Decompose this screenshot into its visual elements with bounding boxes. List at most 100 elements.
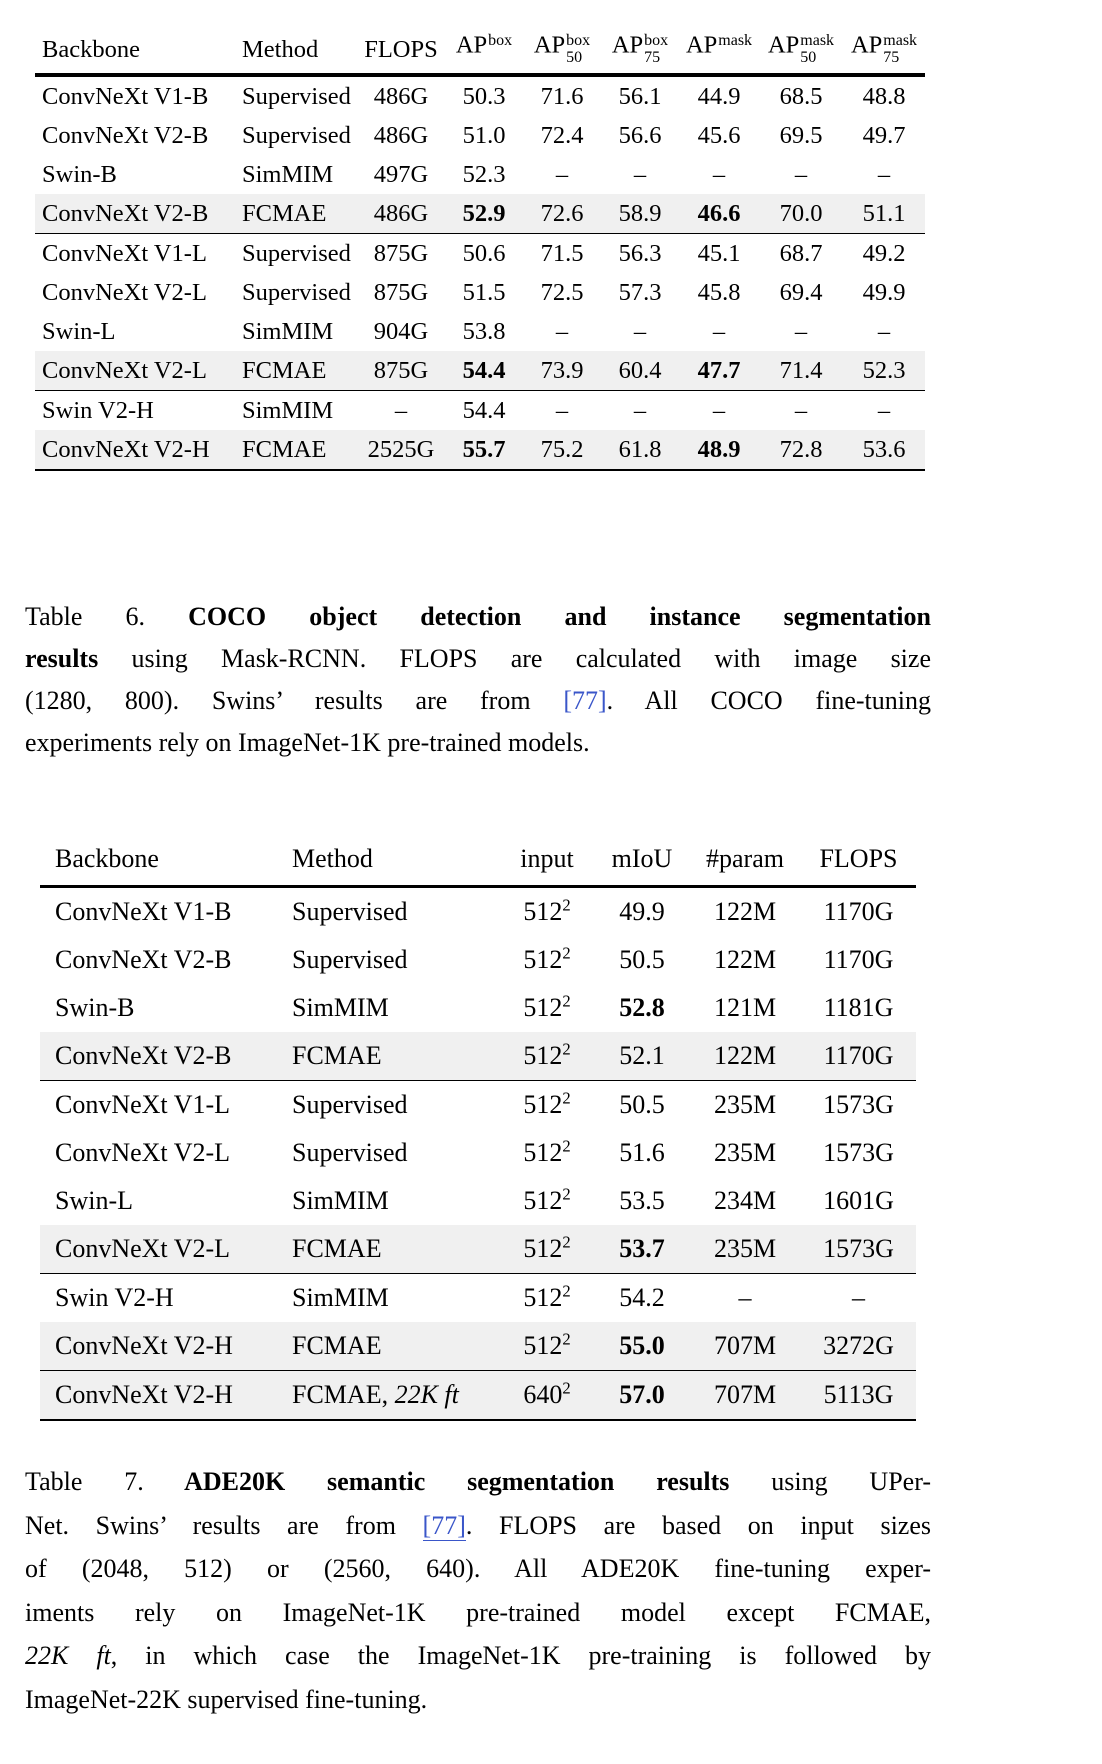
table-cell: ConvNeXt V2-H xyxy=(35,430,235,471)
table-cell: 875G xyxy=(357,351,445,391)
caption-text: (1280, 800). Swins’ results are from xyxy=(25,686,564,715)
caption-line: iments rely on ImageNet-1K pre-trained m… xyxy=(25,1591,931,1635)
table-cell: FCMAE xyxy=(277,1032,499,1081)
table-row: ConvNeXt V2-B FCMAE 5122 52.1 122M 1170G xyxy=(40,1032,916,1081)
table-cell: 45.8 xyxy=(697,278,741,306)
table-cell: 121M xyxy=(713,993,777,1022)
table-cell: SimMIM xyxy=(292,993,389,1022)
table-cell: – xyxy=(633,160,647,188)
caption-text: . FLOPS are based on input sizes xyxy=(465,1510,931,1540)
table-cell: 50.5 xyxy=(619,945,665,974)
table-cell: 2525G xyxy=(357,430,445,471)
ade20k-results-table-wrap: Backbone Method input mIoU #param FLOPS ConvNe… xyxy=(40,820,916,1421)
table-cell: Supervised xyxy=(292,1090,408,1119)
table-cell: 5122 xyxy=(499,1177,595,1225)
table-cell: ConvNeXt V2-B xyxy=(42,121,209,149)
table-row: ConvNeXt V1-L Supervised 5122 50.5 235M 1573G xyxy=(40,1081,916,1130)
table-cell: 47.7 xyxy=(679,351,759,391)
cell-text: AP xyxy=(533,31,566,59)
table-cell: 70.0 xyxy=(759,194,843,234)
table-cell: 1170G xyxy=(823,897,894,926)
cell-text: 512 xyxy=(523,1234,563,1263)
table-cell: 51.0 xyxy=(462,121,506,149)
caption-text: using Mask-RCNN. FLOPS are calculated wi… xyxy=(98,644,931,673)
cell-text: FCMAE, xyxy=(292,1380,395,1409)
caption-line: ImageNet-22K supervised fine-tuning. xyxy=(25,1678,931,1722)
table-cell: ConvNeXt V1-L xyxy=(42,239,207,267)
table-row: ConvNeXt V2-L Supervised 875G 51.5 72.5 57.3 4… xyxy=(35,273,925,312)
table-row: ConvNeXt V2-L Supervised 5122 51.6 235M 1573G xyxy=(40,1129,916,1177)
column-header: Method xyxy=(277,820,499,888)
table-cell: 1573G xyxy=(823,1090,894,1119)
sup-sub-stack: box 50 xyxy=(566,32,591,66)
table-cell: – xyxy=(555,317,569,345)
table-cell: 5122 xyxy=(499,984,595,1032)
cell-text: 640 xyxy=(523,1380,563,1409)
table-cell: 52.9 xyxy=(445,194,523,234)
table-cell: – xyxy=(555,160,569,188)
citation-link-77[interactable]: [77] xyxy=(422,1510,466,1541)
table-cell: 44.9 xyxy=(697,82,741,110)
table-cell: SimMIM xyxy=(292,1186,389,1215)
table-cell: – xyxy=(877,396,891,424)
table-cell: 54.2 xyxy=(619,1283,665,1312)
cell-text: 512 xyxy=(523,993,563,1022)
table-cell: ConvNeXt V2-B xyxy=(55,945,232,974)
table-cell: 5122 xyxy=(499,1081,595,1130)
table-cell: – xyxy=(394,396,408,424)
table-cell: 68.7 xyxy=(779,239,823,267)
table-cell: 68.5 xyxy=(779,82,823,110)
table-cell: 50.6 xyxy=(462,239,506,267)
citation-link-77[interactable]: [77] xyxy=(563,686,607,715)
superscript: 2 xyxy=(562,1088,571,1108)
table-row: Swin-L SimMIM 5122 53.5 234M 1601G xyxy=(40,1177,916,1225)
table-cell: 5113G xyxy=(801,1370,916,1421)
sup-sub-stack: box 75 xyxy=(644,32,669,66)
table-row: Swin V2-H SimMIM – 54.4 – – – – – xyxy=(35,391,925,431)
table-cell: 73.9 xyxy=(523,351,601,391)
caption-text: of (2048, 512) or (2560, 640). All ADE20… xyxy=(25,1554,931,1583)
caption-text: Table 6. xyxy=(25,602,146,631)
table6-caption: Table 6. COCO object detection and insta… xyxy=(25,596,931,764)
table-row: Swin-L SimMIM 904G 53.8 – – – – – xyxy=(35,312,925,351)
superscript: 2 xyxy=(562,1184,571,1204)
table-cell: 58.9 xyxy=(601,194,679,234)
table-row: ConvNeXt V2-L FCMAE 875G 54.4 73.9 60.4 47.7 71… xyxy=(35,351,925,391)
table-row: ConvNeXt V2-B Supervised 486G 51.0 72.4 56.6 4… xyxy=(35,116,925,155)
table-cell: Supervised xyxy=(242,121,351,149)
table-cell: 122M xyxy=(713,897,777,926)
table-cell: – xyxy=(877,160,891,188)
table-cell: 5122 xyxy=(499,887,595,937)
table-cell: 875G xyxy=(373,278,429,306)
table-cell: 234M xyxy=(713,1186,777,1215)
ade20k-results-table: Backbone Method input mIoU #param FLOPS ConvNe… xyxy=(40,820,916,1421)
sup-sub-stack: mask 50 xyxy=(800,32,835,66)
table-row: Swin-B SimMIM 497G 52.3 – – – – – xyxy=(35,155,925,194)
cell-text: AP xyxy=(611,31,644,59)
caption-text: Table 7. xyxy=(25,1467,144,1496)
cell-text: AP xyxy=(455,31,488,59)
table-cell: Swin-B xyxy=(42,160,117,188)
table-cell: 54.4 xyxy=(445,351,523,391)
table-cell: 50.5 xyxy=(619,1090,665,1119)
table-cell: ConvNeXt V2-L xyxy=(55,1138,231,1167)
table-row: ConvNeXt V2-B Supervised 5122 50.5 122M 1170G xyxy=(40,936,916,984)
superscript: 2 xyxy=(562,991,571,1011)
table-cell: 122M xyxy=(713,945,777,974)
table-row: ConvNeXt V1-B Supervised 486G 50.3 71.6 56.1 4… xyxy=(35,75,925,116)
table-cell: 45.1 xyxy=(697,239,741,267)
caption-text: results xyxy=(25,644,99,673)
table-row: ConvNeXt V2-B FCMAE 486G 52.9 72.6 58.9 46.6 70… xyxy=(35,194,925,234)
cell-text: 512 xyxy=(523,945,563,974)
table-cell: 486G xyxy=(373,121,429,149)
table-cell: Supervised xyxy=(242,239,351,267)
table-cell: 3272G xyxy=(801,1322,916,1371)
caption-line: Table 6. COCO object detection and insta… xyxy=(25,596,931,638)
column-header: Backbone xyxy=(35,6,235,77)
table-cell: 49.2 xyxy=(862,239,906,267)
table-cell: SimMIM xyxy=(242,317,334,345)
table-cell: 69.4 xyxy=(779,278,823,306)
table-cell: 71.5 xyxy=(540,239,584,267)
cell-text: 512 xyxy=(523,1331,563,1360)
cell-text: 512 xyxy=(523,1186,563,1215)
